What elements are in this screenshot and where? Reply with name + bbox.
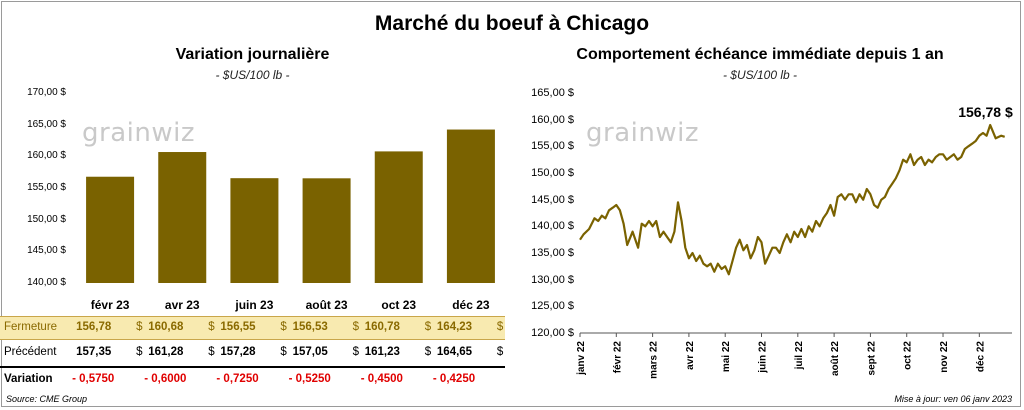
watermark-right: grainwiz <box>586 118 699 148</box>
table-cell-currency: $ <box>208 321 215 333</box>
table-cell: - 0,6000 <box>144 373 187 385</box>
table-cell: 156,55 <box>220 321 256 333</box>
bar-3 <box>302 178 351 283</box>
table-cell-currency: $ <box>352 321 359 333</box>
y-tick-label: 120,00 $ <box>531 327 574 339</box>
y-tick-label: 145,00 $ <box>531 193 574 206</box>
table-cell: 160,68 <box>148 321 184 333</box>
table-row-fermeture: Fermeture 156,78 $160,68 $156,55 $156,53 $16… <box>0 316 505 340</box>
y-tick-label: 125,00 $ <box>531 300 574 313</box>
y-tick-label: 140,00 $ <box>531 220 574 233</box>
x-tick-label: oct 22 <box>903 341 914 370</box>
line-chart: janv 22 févr 22 mars 22 avr 22 mai 22 juin 22… <box>576 104 1013 379</box>
x-tick-label: avr 23 <box>164 298 200 312</box>
x-tick-label: juin 22 <box>758 341 769 374</box>
y-tick-label: 160,00 $ <box>531 113 574 126</box>
x-tick-label: déc 23 <box>452 298 490 312</box>
line-chart-title: Comportement échéance immédiate depuis 1… <box>576 46 944 63</box>
x-tick-label: juil 22 <box>794 341 805 371</box>
y-tick-label: 140,00 $ <box>27 277 66 288</box>
table-cell: 164,65 <box>436 346 473 358</box>
y-tick-label: 135,00 $ <box>531 247 574 259</box>
y-tick-label: 165,00 $ <box>531 87 574 99</box>
row-label: Fermeture <box>4 321 58 333</box>
table-cell: 157,35 <box>76 346 112 358</box>
watermark-left: grainwiz <box>82 118 195 148</box>
table-cell-currency: $ <box>424 346 432 358</box>
x-tick-label: mars 22 <box>649 341 660 379</box>
table-cell: 164,23 <box>436 321 473 333</box>
y-tick-label: 160,00 $ <box>27 150 66 162</box>
table-cell-currency: $ <box>496 321 504 333</box>
y-tick-label: 170,00 $ <box>27 87 66 98</box>
row-label: Précédent <box>4 346 57 358</box>
table-cell-currency: $ <box>136 321 143 333</box>
x-tick-label: févr 22 <box>612 341 623 374</box>
table-row-variation: Variation - 0,5750 - 0,6000 - 0,7250 - 0,52… <box>0 369 505 391</box>
table-cell: 156,78 <box>76 321 112 333</box>
table-cell-currency: $ <box>280 321 287 333</box>
y-tick-label: 150,00 $ <box>27 213 66 225</box>
x-tick-label: sept 22 <box>866 341 877 376</box>
y-tick-label: 130,00 $ <box>531 273 574 286</box>
y-tick-label: 150,00 $ <box>531 167 574 179</box>
table-cell: 157,05 <box>292 346 328 358</box>
table-cell: - 0,7250 <box>216 373 259 385</box>
bar-2 <box>230 178 279 283</box>
bar-chart <box>86 129 495 283</box>
table-cell: 160,78 <box>364 321 400 333</box>
table-cell: - 0,5750 <box>72 373 115 385</box>
table-cell: 161,23 <box>364 346 400 358</box>
x-tick-label: févr 23 <box>90 298 130 312</box>
y-tick-label: 165,00 $ <box>27 118 66 130</box>
table-divider <box>0 366 505 368</box>
x-tick-label: juin 23 <box>235 298 274 312</box>
x-tick-label: oct 23 <box>381 298 417 312</box>
table-cell-currency: $ <box>424 321 432 333</box>
x-tick-label: janv 22 <box>576 341 587 376</box>
x-tick-label: août 23 <box>305 298 348 312</box>
bar-1 <box>158 152 207 283</box>
table-cell: - 0,5250 <box>288 373 331 385</box>
bar-chart-unit: - $US/100 lb - <box>215 68 290 82</box>
y-tick-label: 155,00 $ <box>27 182 66 193</box>
x-tick-label: déc 22 <box>975 341 986 373</box>
table-cell: 156,53 <box>292 321 328 333</box>
x-tick-label: avr 22 <box>685 341 696 370</box>
table-cell-currency: $ <box>352 346 359 358</box>
line-chart-unit: - $US/100 lb - <box>722 68 798 82</box>
price-line <box>579 123 1006 276</box>
table-cell-currency: $ <box>280 346 287 358</box>
last-value-label: 156,78 $ <box>958 104 1013 120</box>
table-cell-currency: $ <box>136 346 143 358</box>
table-row-precedent: Précédent 157,35 $161,28 $157,28 $157,05 $16… <box>0 342 505 364</box>
table-cell: - 0,4250 <box>432 373 476 385</box>
table-cell: - 0,4500 <box>360 373 403 385</box>
bar-5 <box>446 129 495 283</box>
table-cell: 161,28 <box>148 346 184 358</box>
y-tick-label: 145,00 $ <box>27 245 66 257</box>
page-title: Marché du boeuf à Chicago <box>374 12 650 35</box>
table-cell-currency: $ <box>496 346 504 358</box>
bar-0 <box>86 176 135 283</box>
update-note: Mise à jour: ven 06 janv 2023 <box>894 394 1012 404</box>
bar-chart-title: Variation journalière <box>175 46 330 63</box>
source-note: Source: CME Group <box>6 394 88 404</box>
bar-4 <box>374 151 423 283</box>
x-tick-label: nov 22 <box>939 341 950 373</box>
x-tick-label: mai 22 <box>721 341 732 373</box>
table-cell-currency: $ <box>208 346 215 358</box>
table-cell: 157,28 <box>220 346 256 358</box>
y-tick-label: 155,00 $ <box>531 140 574 153</box>
row-label: Variation <box>4 373 53 385</box>
x-tick-label: août 22 <box>830 341 841 376</box>
